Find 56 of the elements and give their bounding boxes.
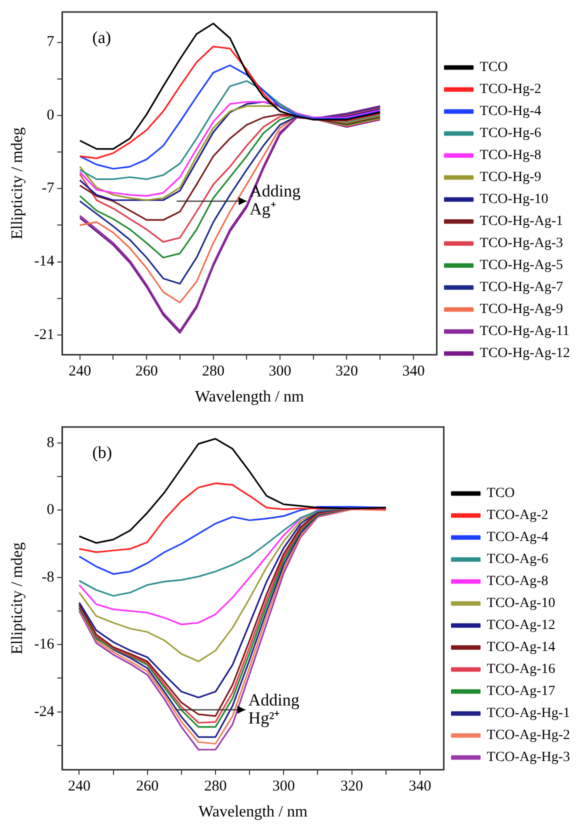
annotation: Adding Hg²⁺ bbox=[248, 690, 300, 728]
legend-label: TCO-Hg-8 bbox=[480, 148, 542, 164]
x-tick-label: 280 bbox=[204, 778, 227, 795]
y-tick-label: -7 bbox=[42, 180, 55, 197]
legend-label: TCO-Hg-6 bbox=[480, 126, 542, 142]
y-tick-label: 0 bbox=[46, 107, 54, 124]
y-tick-label: -8 bbox=[42, 569, 54, 586]
legend-label: TCO-Hg-Ag-5 bbox=[480, 258, 564, 274]
y-tick-label: -24 bbox=[34, 704, 55, 720]
y-tick-label: -14 bbox=[34, 254, 55, 270]
x-tick-label: 240 bbox=[68, 778, 90, 795]
legend-label: TCO-Ag-Hg-3 bbox=[486, 750, 570, 766]
x-tick-label: 280 bbox=[202, 364, 225, 380]
x-axis-title: Wavelength / nm bbox=[198, 804, 308, 821]
annotation: (a) bbox=[92, 28, 112, 47]
y-tick-label: 8 bbox=[46, 434, 54, 451]
x-tick-label: 340 bbox=[402, 364, 425, 380]
y-tick-label: -16 bbox=[34, 636, 55, 653]
x-tick-label: 260 bbox=[135, 364, 158, 380]
y-tick-label: -21 bbox=[34, 326, 54, 343]
legend-label: TCO bbox=[480, 60, 508, 76]
legend-label: TCO-Ag-12 bbox=[486, 618, 556, 634]
legend-label: TCO-Hg-Ag-11 bbox=[480, 324, 570, 340]
x-axis-title: Wavelength / nm bbox=[195, 388, 304, 406]
legend-label: TCO bbox=[486, 486, 515, 502]
legend-label: TCO-Hg-9 bbox=[480, 170, 542, 186]
y-tick-label: 7 bbox=[46, 34, 55, 50]
legend-label: TCO-Ag-Hg-2 bbox=[486, 728, 570, 744]
annotation: (b) bbox=[92, 442, 112, 462]
legend-label: TCO-Hg-Ag-12 bbox=[480, 346, 570, 362]
legend-label: TCO-Ag-4 bbox=[486, 530, 548, 546]
y-axis-title: Ellipticity / mdeg bbox=[8, 542, 26, 654]
legend-label: TCO-Hg-2 bbox=[480, 82, 542, 98]
x-tick-label: 320 bbox=[335, 364, 358, 380]
legend-label: TCO-Ag-Hg-1 bbox=[486, 706, 570, 722]
legend-label: TCO-Ag-8 bbox=[486, 574, 548, 590]
legend-label: TCO-Ag-14 bbox=[486, 640, 556, 656]
x-tick-label: 240 bbox=[68, 364, 92, 380]
legend-label: TCO-Hg-Ag-9 bbox=[480, 302, 564, 318]
legend-label: TCO-Ag-6 bbox=[486, 552, 548, 568]
legend-label: TCO-Ag-16 bbox=[486, 662, 556, 678]
legend-label: TCO-Hg-Ag-3 bbox=[480, 236, 564, 252]
legend-label: TCO-Ag-2 bbox=[486, 508, 548, 524]
legend-label: TCO-Hg-10 bbox=[480, 192, 548, 208]
legend-label: TCO-Ag-17 bbox=[486, 684, 556, 700]
x-tick-label: 300 bbox=[268, 364, 292, 380]
x-tick-label: 340 bbox=[408, 778, 432, 795]
x-tick-label: 320 bbox=[340, 778, 364, 795]
legend-label: TCO-Hg-Ag-7 bbox=[480, 280, 564, 296]
y-tick-label: 0 bbox=[46, 502, 54, 518]
x-tick-label: 260 bbox=[136, 778, 159, 795]
x-tick-label: 300 bbox=[272, 778, 295, 795]
legend-label: TCO-Hg-4 bbox=[480, 104, 542, 120]
legend-label: TCO-Ag-10 bbox=[486, 596, 556, 612]
legend-label: TCO-Hg-Ag-1 bbox=[480, 214, 564, 230]
y-axis-title: Ellipticity / mdeg bbox=[8, 127, 26, 240]
